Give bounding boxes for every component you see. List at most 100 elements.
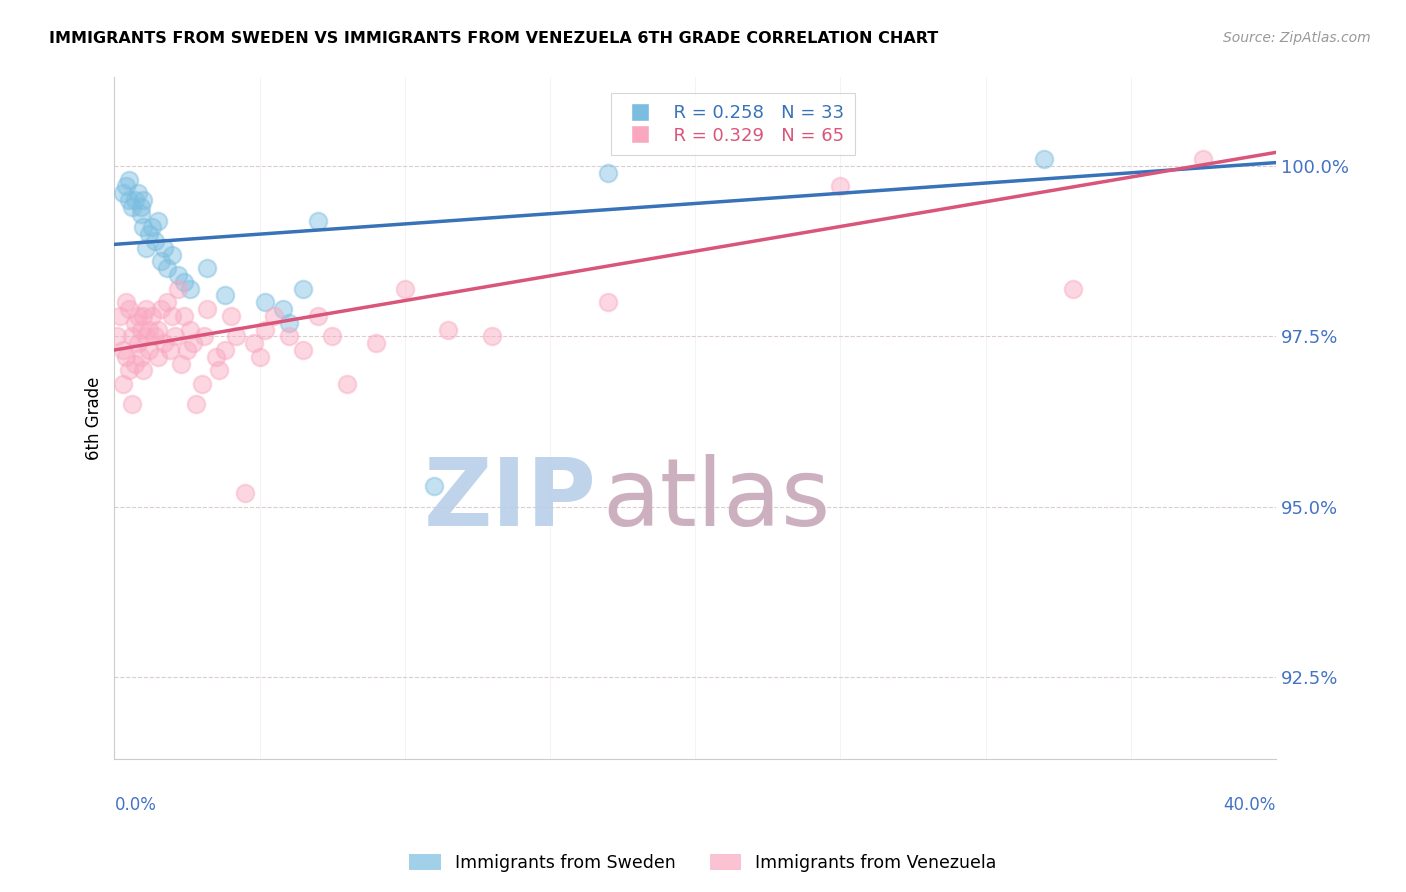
Point bbox=[254, 295, 277, 310]
Point bbox=[423, 479, 446, 493]
Point bbox=[214, 288, 236, 302]
Point bbox=[205, 350, 228, 364]
Point bbox=[190, 377, 212, 392]
Point bbox=[146, 213, 169, 227]
Point bbox=[596, 166, 619, 180]
Point bbox=[179, 282, 201, 296]
Point bbox=[115, 350, 138, 364]
Point bbox=[336, 377, 359, 392]
Point bbox=[254, 322, 277, 336]
Point bbox=[1192, 152, 1215, 166]
Point bbox=[167, 268, 190, 282]
Point bbox=[437, 322, 460, 336]
Point bbox=[156, 295, 179, 310]
Point bbox=[167, 282, 190, 296]
Point bbox=[124, 193, 146, 207]
Point bbox=[138, 322, 160, 336]
Point bbox=[115, 295, 138, 310]
Point bbox=[277, 329, 299, 343]
Point bbox=[112, 377, 135, 392]
Point bbox=[165, 329, 187, 343]
Text: atlas: atlas bbox=[602, 454, 831, 546]
Point bbox=[132, 363, 155, 377]
Point bbox=[105, 329, 128, 343]
Point bbox=[118, 172, 141, 186]
Legend:   R = 0.258   N = 33,   R = 0.329   N = 65: R = 0.258 N = 33, R = 0.329 N = 65 bbox=[612, 94, 855, 155]
Point bbox=[181, 336, 204, 351]
Point bbox=[112, 186, 135, 201]
Point bbox=[121, 329, 143, 343]
Point bbox=[129, 207, 152, 221]
Point bbox=[481, 329, 503, 343]
Text: 40.0%: 40.0% bbox=[1223, 797, 1277, 814]
Point bbox=[225, 329, 247, 343]
Point bbox=[156, 261, 179, 276]
Point bbox=[249, 350, 271, 364]
Point bbox=[141, 220, 163, 235]
Point bbox=[118, 193, 141, 207]
Point bbox=[233, 486, 256, 500]
Point bbox=[173, 275, 195, 289]
Point bbox=[152, 336, 174, 351]
Point bbox=[132, 193, 155, 207]
Point bbox=[830, 179, 852, 194]
Point bbox=[118, 302, 141, 317]
Point bbox=[1062, 282, 1084, 296]
Point bbox=[138, 343, 160, 357]
Point bbox=[364, 336, 387, 351]
Point bbox=[124, 316, 146, 330]
Point bbox=[195, 302, 218, 317]
Point bbox=[292, 282, 315, 296]
Point bbox=[121, 200, 143, 214]
Point bbox=[307, 213, 329, 227]
Point bbox=[184, 397, 207, 411]
Point bbox=[271, 302, 294, 317]
Text: Source: ZipAtlas.com: Source: ZipAtlas.com bbox=[1223, 31, 1371, 45]
Point bbox=[112, 343, 135, 357]
Point bbox=[138, 227, 160, 241]
Point bbox=[176, 343, 198, 357]
Point bbox=[394, 282, 416, 296]
Point bbox=[173, 309, 195, 323]
Point bbox=[129, 350, 152, 364]
Point bbox=[143, 234, 166, 248]
Point bbox=[129, 322, 152, 336]
Point bbox=[170, 357, 193, 371]
Point bbox=[193, 329, 215, 343]
Point bbox=[141, 309, 163, 323]
Text: IMMIGRANTS FROM SWEDEN VS IMMIGRANTS FROM VENEZUELA 6TH GRADE CORRELATION CHART: IMMIGRANTS FROM SWEDEN VS IMMIGRANTS FRO… bbox=[49, 31, 938, 46]
Point bbox=[152, 241, 174, 255]
Point bbox=[263, 309, 285, 323]
Legend: Immigrants from Sweden, Immigrants from Venezuela: Immigrants from Sweden, Immigrants from … bbox=[402, 847, 1004, 879]
Point bbox=[132, 309, 155, 323]
Point bbox=[132, 220, 155, 235]
Point bbox=[292, 343, 315, 357]
Point bbox=[179, 322, 201, 336]
Point bbox=[121, 397, 143, 411]
Point bbox=[127, 336, 149, 351]
Point bbox=[129, 200, 152, 214]
Point bbox=[124, 357, 146, 371]
Text: 0.0%: 0.0% bbox=[114, 797, 156, 814]
Point bbox=[115, 179, 138, 194]
Text: ZIP: ZIP bbox=[423, 454, 596, 546]
Point bbox=[596, 295, 619, 310]
Point bbox=[243, 336, 266, 351]
Point bbox=[307, 309, 329, 323]
Point bbox=[162, 247, 184, 261]
Point bbox=[195, 261, 218, 276]
Point bbox=[127, 309, 149, 323]
Point bbox=[135, 302, 157, 317]
Point bbox=[214, 343, 236, 357]
Point bbox=[135, 241, 157, 255]
Point bbox=[146, 350, 169, 364]
Point bbox=[219, 309, 242, 323]
Point bbox=[1032, 152, 1054, 166]
Y-axis label: 6th Grade: 6th Grade bbox=[86, 376, 103, 459]
Point bbox=[149, 254, 172, 268]
Point bbox=[110, 309, 132, 323]
Point bbox=[162, 309, 184, 323]
Point bbox=[118, 363, 141, 377]
Point bbox=[208, 363, 231, 377]
Point bbox=[277, 316, 299, 330]
